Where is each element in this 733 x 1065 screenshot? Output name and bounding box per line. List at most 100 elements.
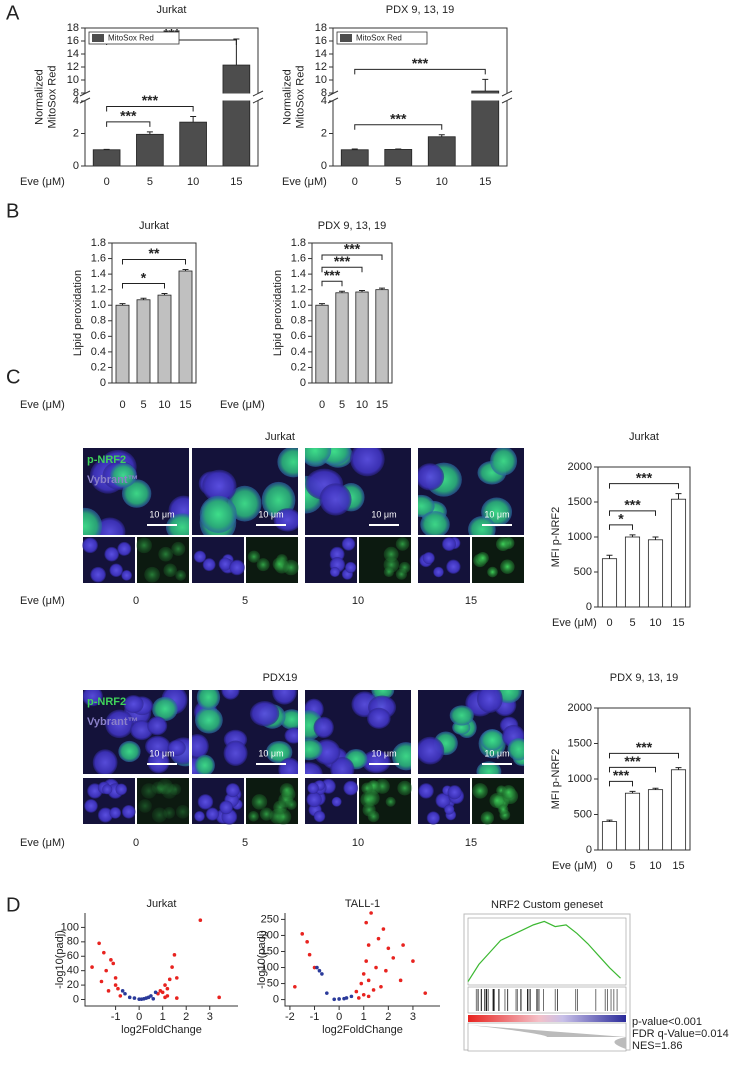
plot-frame xyxy=(311,242,393,384)
nucleus xyxy=(272,690,297,705)
significance-bracket xyxy=(609,766,656,773)
y-tick-label: 1.2 xyxy=(291,284,306,296)
nucleus xyxy=(83,507,103,535)
x-tick-label: 10 xyxy=(187,176,199,188)
y-tick-label: 0 xyxy=(100,377,106,389)
bar xyxy=(92,149,121,167)
nucleus xyxy=(277,448,298,478)
y-tick-label: 10 xyxy=(315,74,327,86)
scale-bar-label: 10 μm xyxy=(149,509,174,519)
y-tick-label: 0 xyxy=(300,377,306,389)
y-tick-label: 500 xyxy=(574,808,592,820)
error-bar xyxy=(351,148,358,150)
point xyxy=(175,976,179,980)
rank-bar xyxy=(468,1015,626,1022)
nucleus xyxy=(147,716,168,736)
y-tick-label: 0.2 xyxy=(291,361,306,373)
point xyxy=(364,920,368,925)
point xyxy=(307,952,312,957)
x-axis-label: Eve (μM) xyxy=(552,860,597,872)
scale-bar-label: 10 μm xyxy=(371,509,396,519)
bar xyxy=(178,270,193,384)
x-tick-label: 2 xyxy=(183,1011,189,1023)
nucleus xyxy=(92,749,118,774)
bar xyxy=(647,789,664,851)
error-bar xyxy=(161,293,168,296)
nucleus xyxy=(330,756,355,774)
y-axis-label: MitoSox Red xyxy=(294,66,306,129)
significance-label: *** xyxy=(412,55,429,71)
point xyxy=(142,996,146,1001)
nucleus xyxy=(418,783,434,799)
point xyxy=(106,989,111,993)
point xyxy=(198,918,203,923)
nucleus xyxy=(195,706,223,734)
nucleus xyxy=(447,785,462,800)
panel-label: C xyxy=(6,366,20,388)
significance-label: *** xyxy=(636,469,653,485)
bar xyxy=(136,299,151,384)
y-tick-label: 2000 xyxy=(568,702,592,714)
nucleus xyxy=(265,740,293,764)
x-tick-label: 0 xyxy=(319,399,325,411)
point xyxy=(359,981,364,986)
legend-label: MitoSox Red xyxy=(108,34,154,43)
x-tick-label: -1 xyxy=(111,1011,121,1023)
nucleus xyxy=(152,696,178,722)
nucleus xyxy=(163,563,177,578)
x-tick-label: -1 xyxy=(310,1011,320,1023)
legend-box xyxy=(336,31,428,45)
y-tick-label: 50 xyxy=(267,977,279,989)
nucleus xyxy=(273,800,288,815)
nuclei xyxy=(192,690,298,774)
nucleus xyxy=(225,783,240,798)
y-tick-label: 200 xyxy=(261,929,279,941)
chart-title: PDX 9, 13, 19 xyxy=(318,220,387,232)
nucleus xyxy=(248,810,259,822)
significance-label: ** xyxy=(149,245,160,261)
nucleus xyxy=(367,707,391,729)
x-tick-label: 10 xyxy=(649,617,661,629)
significance-bracket xyxy=(122,283,165,289)
nucleus xyxy=(169,783,182,796)
point xyxy=(379,984,383,989)
nucleus xyxy=(97,807,113,823)
error-bar xyxy=(482,78,489,92)
y-tick-label: 100 xyxy=(261,961,279,973)
nucleus xyxy=(433,566,444,578)
legend-swatch xyxy=(340,34,352,42)
nucleus xyxy=(418,494,435,518)
axis-break-mark xyxy=(327,90,339,104)
significance-label: *** xyxy=(334,253,351,269)
y-tick-label: 500 xyxy=(574,566,592,578)
point xyxy=(170,965,174,969)
axis-break xyxy=(327,93,513,101)
bar xyxy=(624,792,641,851)
x-tick-label: 2 xyxy=(385,1011,391,1023)
nuclei xyxy=(198,448,298,535)
condition-label: 15 xyxy=(465,595,477,607)
x-tick-label: 0 xyxy=(104,176,110,188)
nucleus xyxy=(147,750,170,774)
nucleus xyxy=(196,690,221,710)
nucleus xyxy=(331,796,342,807)
condition-label: 10 xyxy=(352,595,364,607)
micrograph xyxy=(418,690,524,825)
stain-label: p-NRF2 xyxy=(87,454,126,466)
x-tick-label: 5 xyxy=(140,399,146,411)
point xyxy=(99,979,104,984)
point xyxy=(349,994,354,999)
nucleus xyxy=(121,570,132,581)
y-axis-label: Lipid peroxidation xyxy=(272,270,284,356)
error-bar xyxy=(140,297,147,300)
scale-bar-label: 10 μm xyxy=(371,748,396,758)
nucleus xyxy=(259,807,273,821)
nucleus xyxy=(444,804,455,815)
plot-frame xyxy=(597,707,691,851)
nucleus xyxy=(284,727,298,744)
x-tick-label: 15 xyxy=(672,617,684,629)
nuclei xyxy=(83,449,189,535)
nucleus xyxy=(487,566,498,578)
metric-area xyxy=(468,1025,626,1049)
x-tick-label: 5 xyxy=(147,176,153,188)
